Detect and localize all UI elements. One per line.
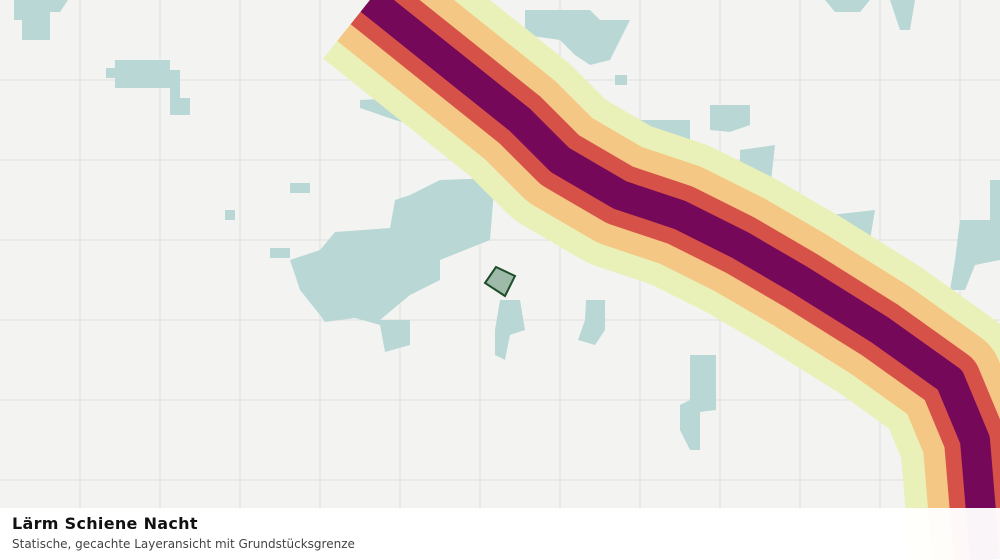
caption-bar: Lärm Schiene Nacht Statische, gecachte L… (0, 508, 1000, 560)
rail-noise-bands (323, 0, 1000, 560)
layer-subtitle: Statische, gecachte Layeransicht mit Gru… (12, 537, 355, 551)
parcel-boundary (483, 265, 517, 298)
layer-title: Lärm Schiene Nacht (12, 514, 198, 533)
